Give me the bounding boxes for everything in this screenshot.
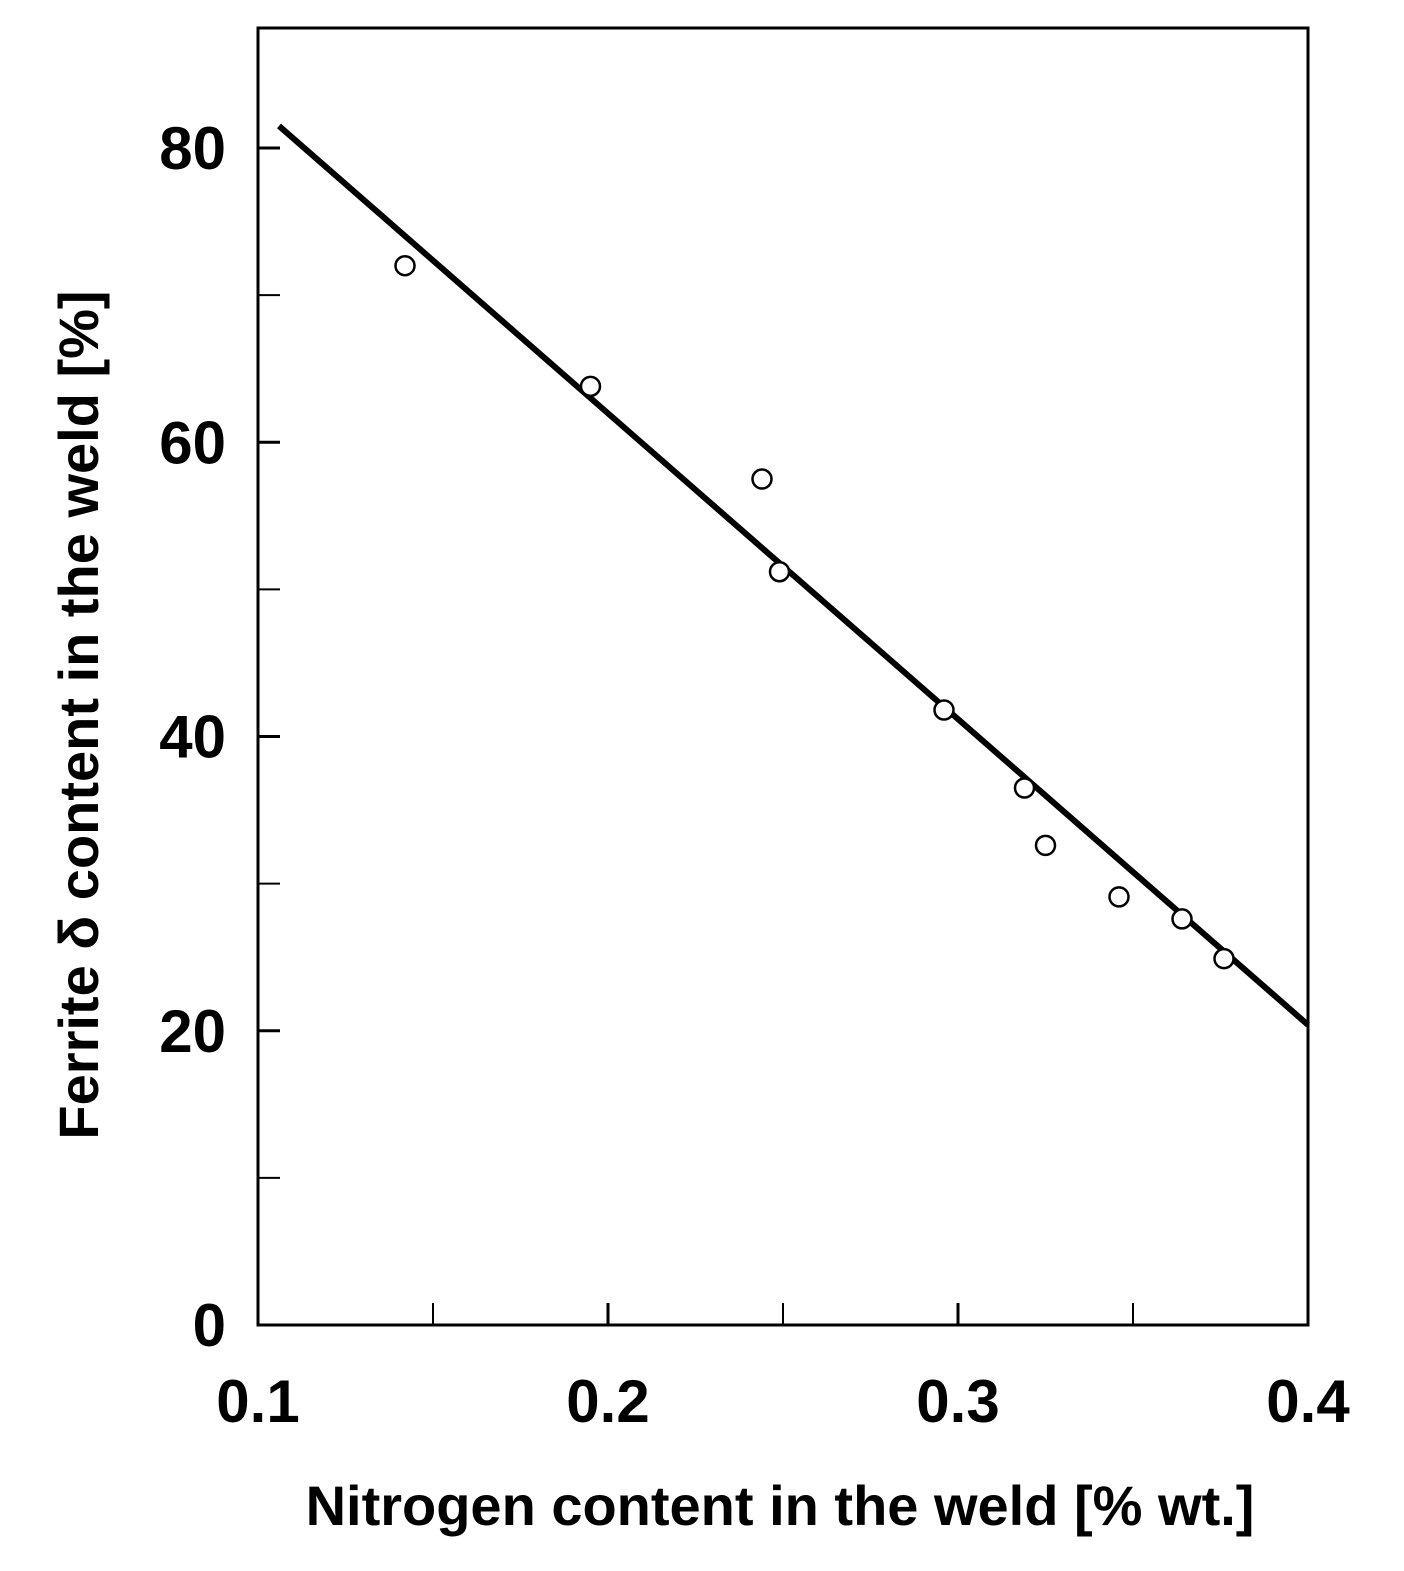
x-tick-label: 0.4 xyxy=(1266,1368,1350,1435)
data-point xyxy=(394,254,416,277)
data-point xyxy=(1108,886,1130,908)
y-axis-ticks: 0 20 40 60 80 xyxy=(159,115,280,1359)
x-axis-label: Nitrogen content in the weld [% wt.] xyxy=(306,1474,1255,1537)
data-point xyxy=(768,560,791,583)
plot-frame xyxy=(256,26,1310,1327)
regression-line xyxy=(277,123,1310,1028)
y-tick-label: 0 xyxy=(193,1292,226,1359)
data-point xyxy=(751,468,773,490)
data-point xyxy=(579,375,602,398)
x-tick-label: 0.2 xyxy=(566,1368,649,1435)
x-tick-label: 0.1 xyxy=(216,1368,299,1435)
data-points-layer xyxy=(394,254,1235,970)
y-tick-label: 40 xyxy=(159,704,226,771)
data-point xyxy=(1034,834,1057,857)
data-point xyxy=(1213,947,1235,970)
y-axis-label: Ferrite δ content in the weld [%] xyxy=(47,290,110,1139)
regression-line-layer xyxy=(277,123,1310,1028)
y-tick-label: 20 xyxy=(159,998,226,1065)
y-tick-label: 80 xyxy=(159,115,226,182)
data-point xyxy=(1171,908,1193,930)
data-point xyxy=(933,699,955,721)
data-point xyxy=(1013,777,1036,799)
y-tick-label: 60 xyxy=(159,409,226,476)
x-axis-ticks: 0.1 0.2 0.3 0.4 xyxy=(216,1303,1350,1435)
x-tick-label: 0.3 xyxy=(916,1368,999,1435)
